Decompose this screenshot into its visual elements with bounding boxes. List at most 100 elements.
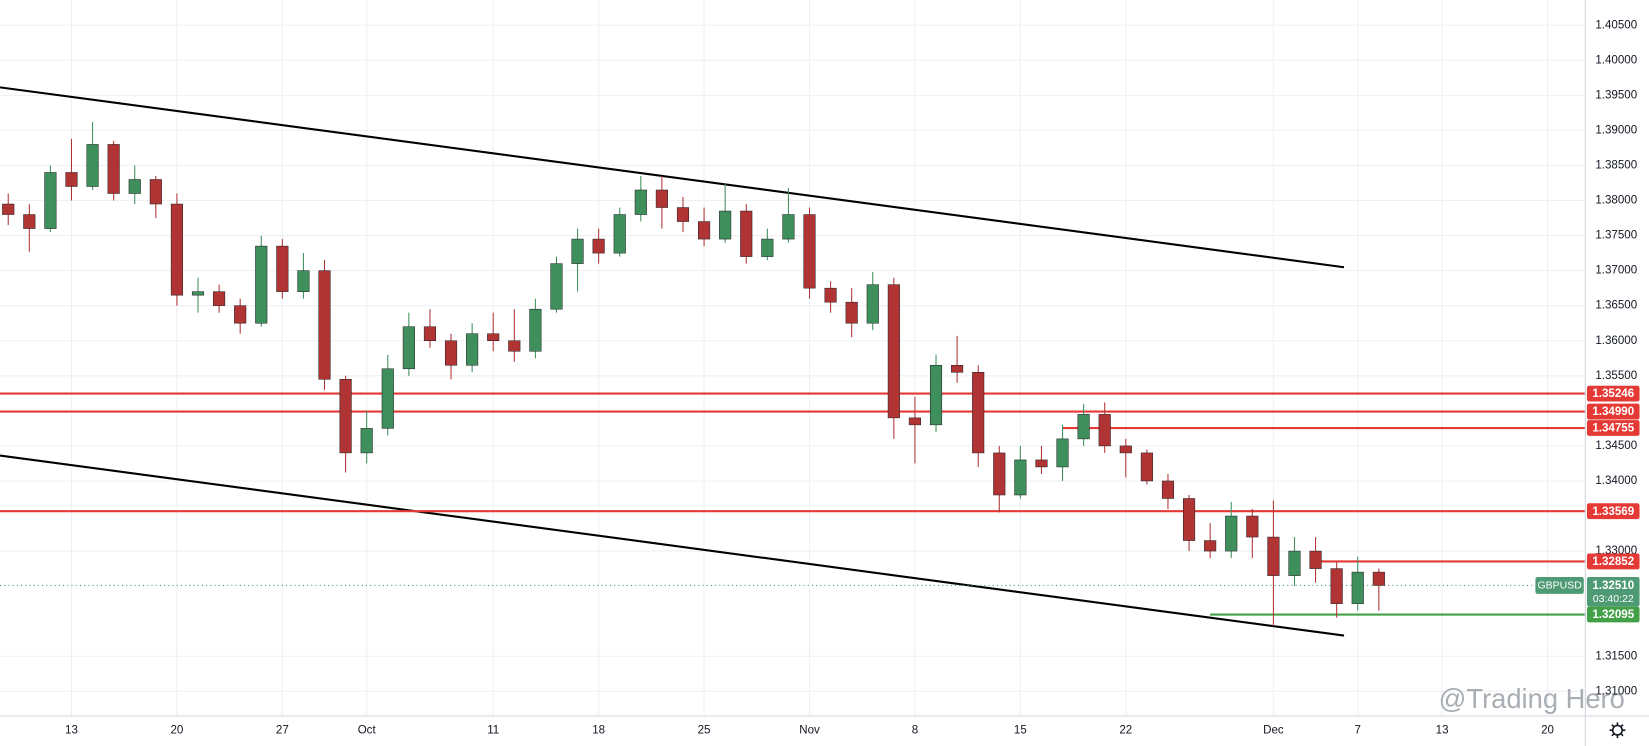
- candle-body: [444, 340, 458, 366]
- candle-body: [1035, 459, 1048, 468]
- candle-body: [128, 179, 141, 194]
- countdown-label: 03:40:22: [1593, 593, 1634, 605]
- candle-body: [1246, 515, 1259, 538]
- x-tick-label: 15: [1014, 724, 1027, 736]
- y-tick-label: 1.40000: [1595, 54, 1637, 66]
- y-tick-label: 1.31500: [1595, 650, 1637, 662]
- y-tick-label: 1.34500: [1595, 440, 1637, 452]
- candle-body: [1267, 536, 1280, 576]
- candle-body: [423, 326, 437, 342]
- level-label: 1.32852: [1592, 556, 1634, 568]
- candle-body: [929, 365, 943, 426]
- axes: 1.40500 1.40000 1.39500 1.39000 1.38500 1.380…: [65, 19, 1640, 736]
- candle-body: [698, 221, 711, 240]
- candle-body: [1204, 540, 1217, 552]
- candle-body: [107, 144, 120, 194]
- candle-body: [951, 365, 964, 373]
- trend-line: [0, 86, 1345, 269]
- symbol-box: [1535, 577, 1584, 594]
- candle-body: [487, 333, 500, 342]
- level-label-box: [1586, 606, 1640, 623]
- last-price-label: 1.32510: [1592, 580, 1634, 592]
- level-label-box: [1586, 385, 1640, 402]
- x-tick-label: 18: [592, 724, 605, 736]
- candle-body: [297, 270, 310, 292]
- candle-body: [908, 417, 921, 426]
- candle-body: [1309, 550, 1322, 569]
- candle-body: [234, 305, 247, 324]
- candle-body: [740, 210, 753, 257]
- plot-area: @Trading Hero: [0, 86, 1625, 714]
- candle-body: [676, 207, 690, 222]
- candle-body: [191, 291, 205, 296]
- level-label: 1.34755: [1592, 423, 1634, 435]
- candle-body: [1140, 452, 1153, 482]
- candle-body: [782, 214, 795, 240]
- y-tick-label: 1.40500: [1595, 19, 1637, 31]
- candle-body: [1119, 445, 1132, 454]
- candle-body: [803, 214, 816, 289]
- candle-body: [1225, 515, 1238, 552]
- y-tick-label: 1.36500: [1595, 300, 1637, 312]
- watermark: @Trading Hero: [1439, 683, 1625, 714]
- candle-body: [972, 372, 985, 454]
- x-tick-label: Oct: [358, 724, 377, 736]
- candle-body: [381, 368, 394, 429]
- candle-body: [761, 238, 774, 257]
- candle-body: [1098, 414, 1111, 447]
- candle-body: [86, 144, 99, 187]
- y-tick-label: 1.31000: [1595, 685, 1637, 697]
- x-tick-label: Nov: [799, 724, 820, 736]
- level-label-box: [1586, 503, 1640, 520]
- candle-body: [887, 284, 900, 419]
- candle-body: [529, 308, 542, 352]
- candle-body: [149, 179, 162, 205]
- x-tick-label: 7: [1355, 724, 1361, 736]
- candle-body: [255, 245, 268, 324]
- level-label-box: [1586, 553, 1640, 570]
- candle-body: [466, 333, 479, 366]
- symbol-label: GBPUSD: [1537, 580, 1582, 592]
- y-tick-label: 1.39500: [1595, 89, 1637, 101]
- candle-body: [719, 210, 732, 240]
- level-label-box: [1586, 403, 1640, 420]
- settings-icon[interactable]: [1609, 722, 1626, 739]
- x-tick-label: 22: [1119, 724, 1132, 736]
- x-tick-label: Dec: [1263, 724, 1284, 736]
- x-tick-label: 13: [65, 724, 78, 736]
- candle-body: [2, 203, 15, 215]
- candle-body: [23, 214, 36, 229]
- candle-body: [1056, 438, 1069, 468]
- trend-line: [0, 454, 1345, 637]
- candle-body: [613, 214, 626, 254]
- x-tick-label: 13: [1436, 724, 1449, 736]
- candle-body: [276, 245, 289, 292]
- y-tick-label: 1.34000: [1595, 475, 1637, 487]
- candle-body: [1182, 498, 1196, 541]
- candle-body: [339, 379, 352, 454]
- candle-body: [360, 428, 373, 454]
- candle-body: [44, 172, 57, 229]
- candle-body: [508, 340, 521, 352]
- candle-body: [655, 189, 668, 208]
- candle-body: [213, 291, 226, 306]
- level-label: 1.35246: [1592, 388, 1634, 400]
- candle-body: [1014, 459, 1027, 496]
- x-tick-label: 8: [912, 724, 918, 736]
- candle-body: [1372, 571, 1385, 586]
- candle-body: [824, 287, 837, 303]
- candle-body: [866, 284, 879, 324]
- candle-body: [1077, 414, 1090, 440]
- level-label: 1.32095: [1592, 609, 1634, 621]
- y-tick-label: 1.38500: [1595, 160, 1637, 172]
- candle-body: [634, 189, 647, 215]
- candle-body: [845, 301, 858, 324]
- candle-body: [993, 452, 1006, 496]
- candle-body: [592, 238, 605, 254]
- candle-body: [170, 203, 183, 296]
- candle-body: [65, 172, 78, 187]
- y-tick-label: 1.37000: [1595, 265, 1637, 277]
- y-tick-label: 1.35500: [1595, 370, 1637, 382]
